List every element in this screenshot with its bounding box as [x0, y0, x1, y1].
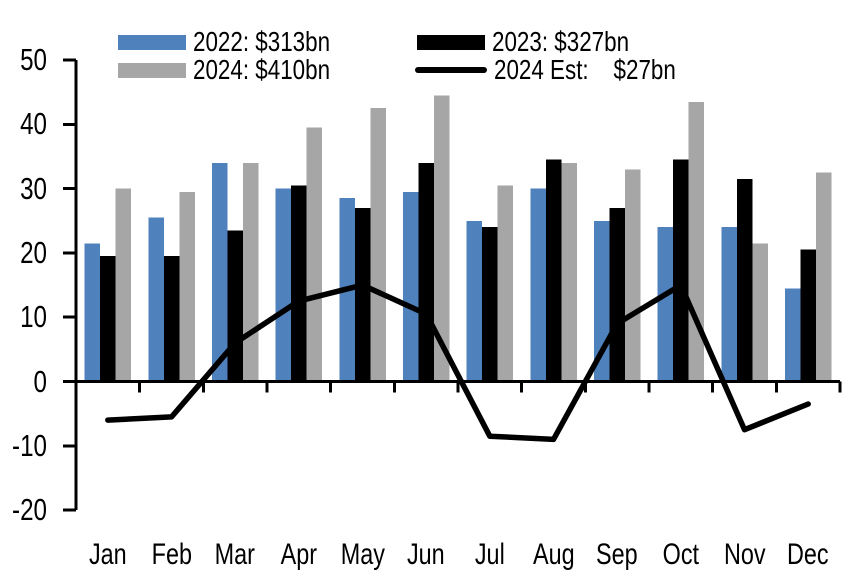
y-axis-label-20: 20: [20, 234, 47, 270]
legend-label-2022: 2022: $313bn: [193, 26, 331, 57]
bar-2024-jun: [433, 95, 450, 382]
x-axis-label-feb: Feb: [151, 538, 192, 571]
y-axis-label--10: -10: [12, 427, 48, 463]
y-axis-label-30: 30: [20, 170, 47, 206]
x-axis-label-nov: Nov: [723, 538, 766, 571]
bar-2024-mar: [242, 162, 259, 382]
bar-2024-sep: [624, 169, 641, 382]
bar-2022-oct: [657, 227, 674, 382]
legend-label-2024: 2024: $410bn: [193, 54, 331, 85]
x-axis-label-sep: Sep: [596, 538, 638, 571]
bar-2023-aug: [545, 159, 562, 382]
y-axis-label-0: 0: [33, 363, 47, 399]
bar-2024-feb: [179, 191, 195, 382]
bar-2022-apr: [275, 188, 292, 382]
bar-2022-dec: [784, 288, 801, 382]
line-2024-est: [105, 282, 811, 443]
x-axis-label-dec: Dec: [787, 538, 829, 571]
y-axis-label--20: -20: [12, 492, 48, 528]
x-axis-label-jan: Jan: [88, 538, 127, 571]
bar-2022-aug: [530, 188, 546, 382]
bar-2024-nov: [752, 243, 768, 382]
bar-2023-nov: [736, 179, 753, 382]
bar-2023-jan: [100, 256, 116, 382]
bar-2024-aug: [561, 162, 577, 382]
legend-label-2024-est: 2024 Est: $27bn: [494, 54, 676, 85]
bar-2023-sep: [609, 207, 625, 382]
x-axis-label-apr: Apr: [280, 538, 318, 571]
x-axis-label-mar: Mar: [214, 538, 256, 571]
y-axis-label-40: 40: [20, 106, 47, 142]
legend-swatch-2022: [118, 34, 186, 50]
y-axis-label-50: 50: [20, 42, 47, 77]
bar-2022-jun: [402, 191, 419, 382]
x-axis-label-aug: Aug: [532, 538, 575, 571]
x-axis-label-jul: Jul: [474, 538, 505, 571]
legend-item-2023: 2023: $327bn: [417, 28, 663, 56]
bar-2023-mar: [227, 230, 243, 382]
bar-2023-oct: [673, 159, 689, 382]
x-axis-label-jun: Jun: [407, 538, 446, 571]
legend-line-key-2024-est: [415, 67, 487, 73]
bar-2022-nov: [721, 227, 737, 382]
legend-swatch-2024: [118, 62, 186, 78]
y-axis-label-10: 10: [20, 299, 47, 335]
bar-2024-oct: [688, 101, 705, 382]
bar-2024-dec: [815, 172, 832, 382]
bar-2022-feb: [148, 217, 164, 382]
bar-2023-jul: [482, 227, 498, 382]
legend-item-2022: 2022: $313bn: [118, 28, 364, 56]
legend-swatch-2023: [417, 34, 485, 50]
x-axis-label-oct: Oct: [662, 538, 700, 571]
legend-item-2024-est: 2024 Est: $27bn: [415, 56, 721, 84]
x-axis-label-may: May: [340, 538, 385, 571]
legend-item-2024: 2024: $410bn: [118, 56, 364, 84]
bar-2022-jan: [84, 243, 101, 382]
bar-2023-may: [354, 207, 371, 382]
bar-2023-jun: [418, 162, 434, 382]
bar-2024-jan: [115, 188, 132, 382]
bar-2024-apr: [306, 127, 323, 382]
bar-2022-jul: [466, 220, 483, 382]
legend-label-2023: 2023: $327bn: [492, 26, 630, 57]
bar-2024-jul: [497, 185, 514, 382]
bar-2023-dec: [800, 249, 816, 382]
bar-2022-mar: [211, 162, 228, 382]
bar-2024-may: [370, 108, 386, 382]
bar-2023-apr: [291, 185, 307, 382]
bar-2023-feb: [163, 256, 180, 382]
